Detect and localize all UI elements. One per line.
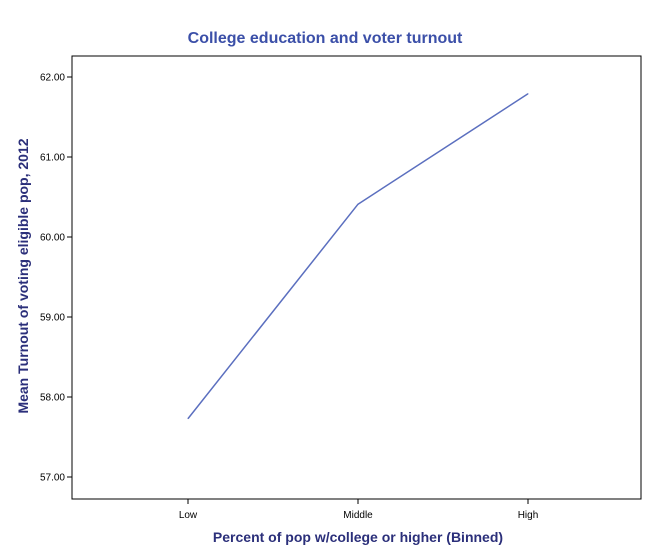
y-tick-label: 59.00 [40, 313, 65, 324]
series-layer [187, 93, 529, 420]
y-tick-label: 62.00 [40, 73, 65, 84]
plot-frame [71, 55, 642, 500]
data-point [527, 93, 529, 95]
chart-title: College education and voter turnout [188, 30, 463, 47]
y-axis-label: Mean Turnout of voting eligible pop, 201… [15, 138, 31, 413]
y-tick-label: 58.00 [40, 393, 65, 404]
y-tick-label: 61.00 [40, 153, 65, 164]
x-tick-label: High [518, 510, 539, 521]
y-tick-label: 57.00 [40, 473, 65, 484]
y-axis: 57.00 58.00 59.00 60.00 61.00 62.00 [40, 73, 72, 484]
y-tick-label: 60.00 [40, 233, 65, 244]
data-point [357, 203, 359, 205]
x-axis-label: Percent of pop w/college or higher (Binn… [213, 529, 503, 545]
x-tick-label: Middle [343, 510, 373, 521]
x-tick-label: Low [179, 510, 198, 521]
series-line [187, 93, 529, 420]
data-point [187, 418, 189, 420]
x-axis: Low Middle High [179, 499, 538, 521]
